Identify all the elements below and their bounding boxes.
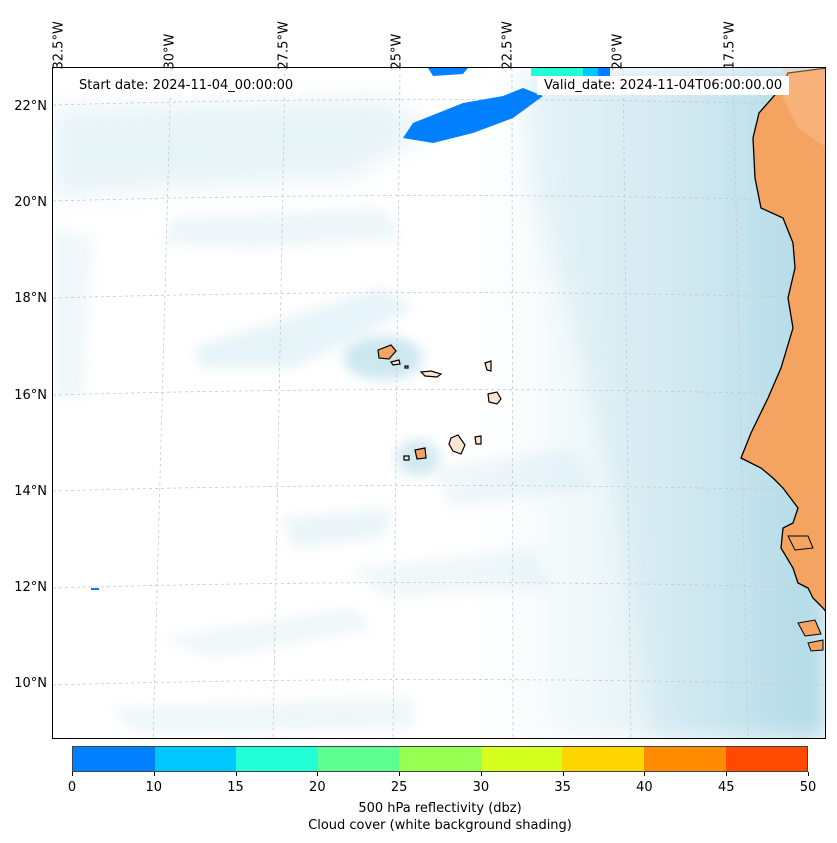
- graticule-layer: [53, 68, 825, 738]
- colorbar-tick-label: 35: [554, 780, 571, 795]
- colorbar-tick-mark: [562, 772, 564, 776]
- colorbar-segment-5: [480, 747, 563, 771]
- lon-label-27-5w: 27.5°W: [276, 21, 292, 70]
- lat-label-16n: 16°N: [14, 388, 47, 403]
- cape-verde-islands: [377, 344, 502, 461]
- colorbar-label: 500 hPa reflectivity (dbz): [358, 801, 522, 816]
- lon-label-22-5w: 22.5°W: [500, 21, 516, 70]
- colorbar-segment-7: [643, 747, 726, 771]
- lon-label-30w: 30°W: [162, 33, 178, 70]
- colorbar-segment-2: [236, 747, 318, 771]
- colorbar-tick-mark: [480, 772, 482, 776]
- colorbar-segment-3: [317, 747, 400, 771]
- start-date-label: Start date: 2024-11-04_00:00:00: [72, 76, 301, 95]
- lon-label-25w: 25°W: [389, 33, 405, 70]
- colorbar-tick-mark: [153, 772, 155, 776]
- lat-label-12n: 12°N: [14, 580, 47, 595]
- colorbar-tick-label: 40: [636, 780, 653, 795]
- colorbar-segment-0: [73, 747, 155, 771]
- colorbar-segment-4: [399, 747, 481, 771]
- colorbar-tick-label: 30: [472, 780, 490, 795]
- colorbar-tick-label: 15: [227, 780, 244, 795]
- colorbar-tick-label: 50: [799, 780, 817, 795]
- colorbar-segment-8: [725, 747, 808, 771]
- colorbar-tick-label: 10: [145, 780, 163, 795]
- cloud-cover-layer: [53, 68, 825, 738]
- lat-label-14n: 14°N: [14, 484, 47, 499]
- colorbar-tick-mark: [644, 772, 646, 776]
- lat-label-18n: 18°N: [14, 291, 47, 306]
- map-canvas: [53, 68, 825, 738]
- valid-date-label: Valid_date: 2024-11-04T06:00:00.00: [537, 76, 790, 95]
- colorbar-segment-1: [154, 747, 237, 771]
- colorbar-tick-mark: [726, 772, 728, 776]
- africa-landmass: [740, 68, 825, 612]
- lon-label-17-5w: 17.5°W: [722, 21, 738, 70]
- reflectivity-layer: [91, 68, 610, 590]
- colorbar-tick-mark: [399, 772, 401, 776]
- lon-label-32-5w: 32.5°W: [51, 21, 67, 70]
- map-panel: [52, 67, 826, 739]
- colorbar-tick-label: 45: [717, 780, 735, 795]
- colorbar-tick-mark: [317, 772, 319, 776]
- colorbar-tick-mark: [72, 772, 73, 776]
- lat-label-20n: 20°N: [14, 195, 47, 210]
- cloud-cover-note: Cloud cover (white background shading): [308, 818, 572, 833]
- colorbar-tick-mark: [808, 772, 809, 776]
- reflectivity-colorbar: [72, 746, 808, 772]
- lat-label-22n: 22°N: [14, 99, 47, 114]
- colorbar-tick-mark: [235, 772, 237, 776]
- colorbar-segment-6: [562, 747, 644, 771]
- colorbar-tick-label: 0: [67, 780, 77, 795]
- lat-label-10n: 10°N: [14, 676, 47, 691]
- colorbar-tick-label: 25: [390, 780, 408, 795]
- colorbar-tick-label: 20: [309, 780, 326, 795]
- lon-label-20w: 20°W: [610, 33, 626, 70]
